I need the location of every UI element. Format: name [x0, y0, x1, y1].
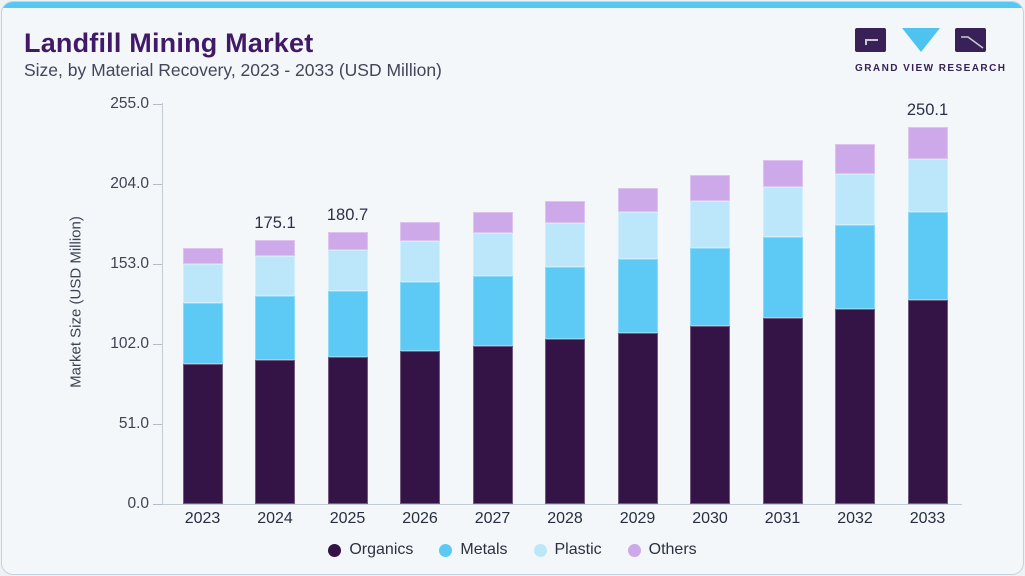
bar-segment-plastic-2025 — [327, 249, 368, 291]
legend-label-metals: Metals — [460, 541, 508, 558]
bar-total-label-2033: 250.1 — [906, 101, 949, 120]
x-axis-label-2025: 2025 — [329, 510, 366, 527]
bar-segment-plastic-2030 — [690, 201, 730, 249]
legend-dot-metals — [439, 543, 453, 557]
x-axis-label-2033: 2033 — [909, 510, 946, 527]
x-axis-label-2031: 2031 — [764, 510, 801, 527]
bar-segment-organics-2032 — [835, 308, 875, 504]
grand-view-research-logo: GRAND VIEW RESEARCH — [855, 28, 1007, 74]
y-axis-tick — [153, 504, 162, 505]
bar-segment-organics-2027 — [472, 345, 513, 504]
bar-segment-metals-2024 — [255, 296, 295, 361]
bar-segment-organics-2031 — [762, 317, 803, 504]
y-axis-tick-label: 102.0 — [110, 334, 149, 352]
bar-segment-metals-2033 — [907, 212, 948, 300]
bar-segment-plastic-2032 — [835, 174, 875, 226]
y-axis-tick — [153, 183, 162, 185]
x-axis-label-2029: 2029 — [619, 510, 656, 527]
chart-legend: Organics Metals Plastic Others — [2, 537, 1023, 563]
bar-segment-organics-2025 — [327, 357, 368, 504]
bar-segment-metals-2028 — [545, 267, 585, 339]
bar-segment-plastic-2023 — [182, 264, 223, 303]
legend-label-plastic: Plastic — [554, 541, 602, 558]
bar-segment-others-2028 — [545, 201, 585, 224]
bar-segment-organics-2026 — [400, 350, 440, 504]
bar-segment-metals-2027 — [472, 276, 513, 346]
page-title: Landfill Mining Market — [24, 28, 314, 58]
bar-segment-others-2032 — [835, 144, 875, 175]
y-axis-tick — [153, 263, 162, 265]
x-axis-label-2023: 2023 — [184, 510, 221, 527]
x-axis-label-2026: 2026 — [402, 510, 438, 527]
legend-item-organics: Organics — [328, 541, 413, 559]
bar-segment-others-2030 — [690, 175, 730, 202]
legend-item-plastic: Plastic — [533, 541, 602, 559]
x-axis-label-2028: 2028 — [547, 510, 583, 527]
x-axis-label-2024: 2024 — [257, 510, 293, 527]
y-axis-title: Market Size (USD Million) — [67, 216, 85, 388]
bar-segment-plastic-2024 — [255, 256, 295, 297]
bar-total-label-2025: 180.7 — [326, 205, 369, 224]
legend-label-organics: Organics — [349, 541, 414, 558]
x-axis-label-2030: 2030 — [692, 510, 728, 527]
bar-segment-plastic-2029 — [617, 212, 658, 259]
bar-segment-organics-2033 — [907, 299, 948, 504]
bar-segment-others-2026 — [400, 222, 440, 242]
y-axis-tick-label: 51.0 — [118, 414, 149, 432]
y-axis-tick — [153, 423, 162, 425]
bar-segment-metals-2023 — [182, 302, 223, 364]
bar-segment-plastic-2033 — [907, 159, 948, 213]
y-axis-tick-label: 153.0 — [110, 254, 149, 272]
bar-segment-organics-2030 — [690, 325, 730, 504]
bar-segment-metals-2026 — [400, 282, 440, 351]
bar-segment-metals-2031 — [762, 237, 803, 318]
legend-dot-plastic — [533, 543, 547, 557]
bar-segment-others-2024 — [255, 240, 295, 257]
x-axis-label-2032: 2032 — [837, 510, 873, 527]
bar-segment-metals-2030 — [690, 248, 730, 326]
x-axis-line — [154, 504, 962, 505]
bar-segment-others-2027 — [472, 212, 513, 234]
bar-segment-plastic-2027 — [472, 233, 513, 277]
y-axis-tick — [153, 103, 162, 105]
x-axis-label-2027: 2027 — [474, 510, 511, 527]
bar-segment-organics-2029 — [617, 332, 658, 504]
y-axis-tick — [153, 343, 162, 345]
bar-segment-organics-2023 — [182, 363, 223, 504]
bar-segment-metals-2025 — [327, 290, 368, 358]
bar-segment-others-2033 — [907, 127, 948, 160]
accent-top-bar — [2, 2, 1023, 8]
y-axis-tick-label: 0.0 — [127, 495, 149, 512]
bar-segment-organics-2024 — [255, 360, 295, 504]
logo-wordmark: GRAND VIEW RESEARCH — [855, 63, 1007, 74]
gvr-logo-icon — [855, 28, 986, 52]
bar-segment-others-2031 — [762, 160, 803, 188]
bar-segment-others-2029 — [617, 188, 658, 213]
bar-segment-metals-2032 — [835, 225, 875, 309]
legend-label-others: Others — [648, 541, 697, 558]
legend-dot-organics — [328, 543, 342, 557]
y-axis-tick-label: 255.0 — [110, 94, 149, 112]
page-subtitle: Size, by Material Recovery, 2023 - 2033 … — [24, 60, 442, 80]
legend-item-metals: Metals — [439, 541, 508, 559]
bar-segment-metals-2029 — [617, 258, 658, 333]
bar-segment-plastic-2028 — [545, 223, 585, 268]
bar-segment-plastic-2031 — [762, 187, 803, 238]
legend-dot-others — [627, 543, 641, 557]
bar-total-label-2024: 175.1 — [254, 214, 296, 233]
bar-segment-others-2023 — [182, 248, 223, 265]
y-axis-line — [162, 103, 163, 505]
y-axis-tick-label: 204.0 — [110, 174, 149, 192]
bar-segment-plastic-2026 — [400, 241, 440, 283]
legend-item-others: Others — [627, 541, 697, 559]
bar-segment-others-2025 — [327, 231, 368, 250]
bar-segment-organics-2028 — [545, 338, 585, 504]
